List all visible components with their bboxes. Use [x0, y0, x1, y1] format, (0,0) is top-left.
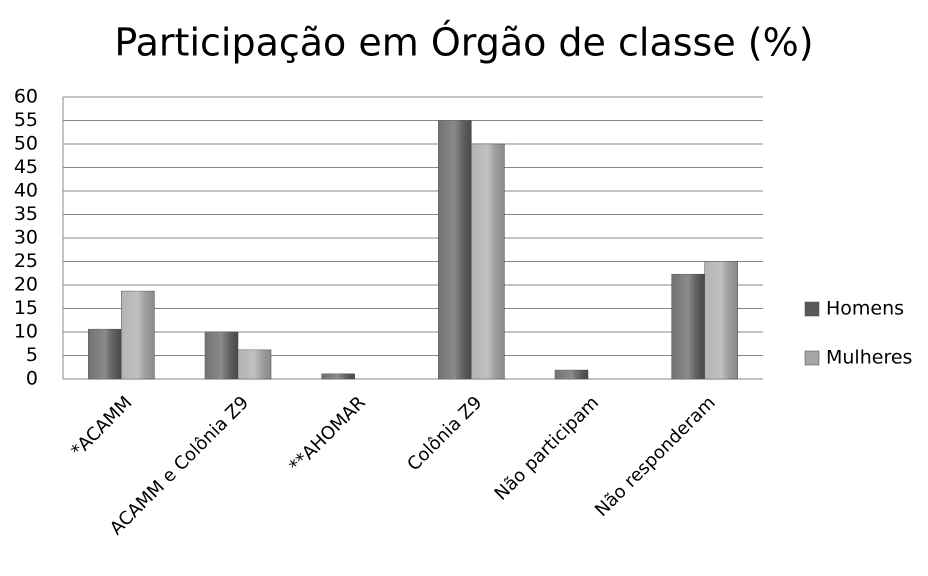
x-tick-label: Não responderam [591, 392, 720, 521]
bar [204, 331, 239, 380]
bar [237, 349, 272, 380]
legend-label: Mulheres [826, 347, 912, 369]
x-tick-label: *ACAMM [67, 392, 136, 461]
bar [554, 369, 589, 380]
chart-title: Participação em Órgão de classe (%) [114, 21, 813, 65]
y-tick-label: 55 [14, 109, 38, 131]
legend-swatch [804, 301, 820, 317]
x-tick-label: Colônia Z9 [403, 392, 486, 475]
bar [88, 328, 122, 380]
y-tick-label: 5 [26, 344, 38, 366]
y-tick-label: 45 [14, 156, 38, 178]
bar [438, 120, 472, 380]
y-tick-label: 0 [26, 368, 38, 390]
y-tick-label: 25 [14, 250, 38, 272]
y-tick-label: 10 [14, 321, 38, 343]
bar [321, 373, 355, 380]
legend-swatch [804, 350, 820, 366]
bar [121, 290, 155, 380]
y-tick-label: 50 [14, 133, 38, 155]
x-tick-label: **AHOMAR [285, 392, 369, 476]
y-tick-label: 30 [14, 227, 38, 249]
bar [704, 261, 738, 380]
bar [671, 273, 705, 380]
y-tick-label: 15 [14, 297, 38, 319]
y-tick-label: 40 [14, 180, 38, 202]
y-tick-label: 35 [14, 203, 38, 225]
bar [471, 143, 505, 380]
legend-label: Homens [826, 298, 904, 320]
x-tick-label: Não participam [491, 392, 603, 504]
y-tick-label: 20 [14, 274, 38, 296]
y-tick-label: 60 [14, 86, 38, 108]
